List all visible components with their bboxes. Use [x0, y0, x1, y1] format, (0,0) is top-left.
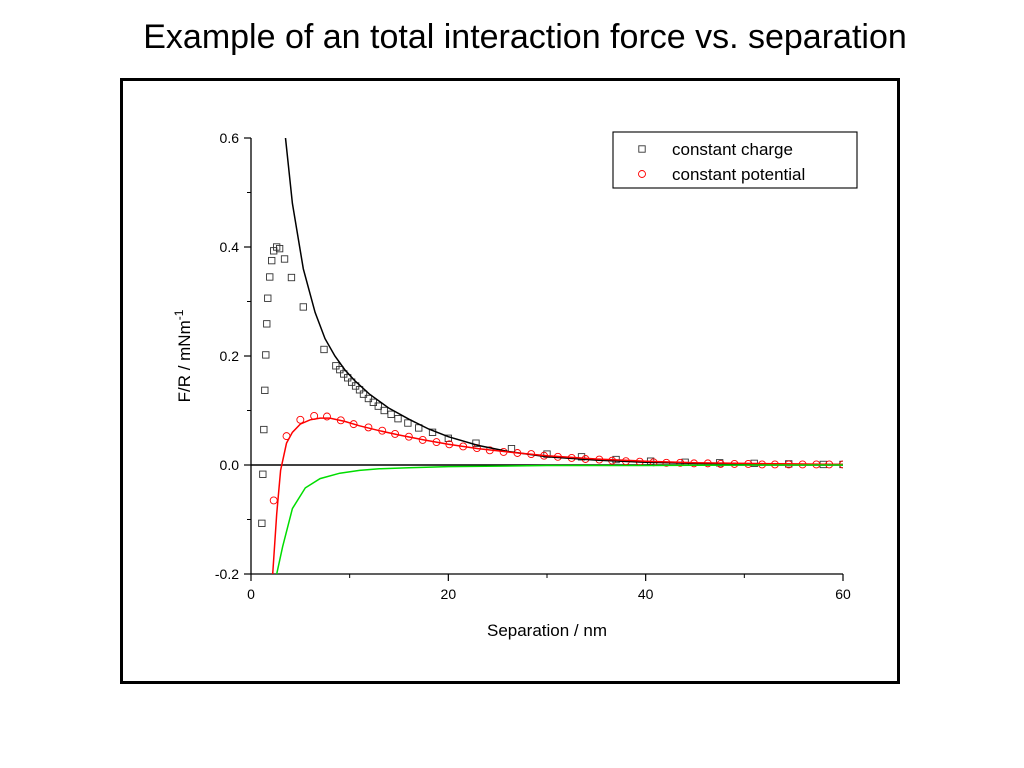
data-point-circle	[269, 496, 278, 505]
data-point-square	[259, 470, 267, 478]
y-tick-label: 0.6	[220, 130, 240, 146]
legend-box	[612, 131, 858, 189]
legend-square-marker	[638, 145, 646, 153]
data-point-circle	[296, 415, 305, 424]
data-point-square	[380, 406, 388, 415]
x-tick-label: 0	[247, 586, 255, 602]
series-line-3	[271, 417, 843, 574]
data-point-square	[280, 255, 289, 263]
chart-frame	[120, 78, 900, 684]
data-point-square	[264, 294, 272, 302]
data-point-square	[332, 362, 340, 370]
data-point-square	[364, 394, 373, 403]
x-tick-label: 60	[835, 586, 851, 602]
data-point-square	[266, 273, 274, 281]
legend: constant charge constant potential	[612, 131, 858, 189]
y-axis-label-superscript: -1	[172, 309, 186, 320]
data-point-square	[347, 378, 356, 386]
data-point-square	[351, 382, 360, 390]
legend-label: constant potential	[672, 165, 805, 184]
series-line-2	[284, 138, 843, 466]
data-point-square	[340, 370, 348, 378]
data-point-square	[258, 519, 266, 527]
data-point-square	[344, 374, 352, 382]
data-point-square	[261, 386, 269, 394]
plot-area	[258, 138, 843, 574]
y-tick-label: 0.4	[220, 239, 240, 255]
legend-circle-marker	[638, 170, 646, 178]
data-point-square	[268, 256, 276, 265]
y-tick-label: 0.0	[220, 457, 240, 473]
data-point-square	[394, 415, 402, 423]
data-point-square	[262, 351, 270, 359]
data-point-square	[336, 365, 344, 374]
data-point-square	[287, 273, 296, 282]
data-point-square	[369, 398, 377, 406]
y-tick-label: 0.2	[220, 348, 240, 364]
data-point-square	[299, 303, 307, 311]
y-axis-label: F/R / mNm-1	[172, 309, 194, 402]
slide-title: Example of an total interaction force vs…	[143, 18, 907, 56]
legend-label: constant charge	[672, 140, 793, 159]
series-line-4	[275, 464, 843, 574]
data-point-square	[320, 345, 328, 354]
x-tick-label: 20	[441, 586, 457, 602]
data-point-square	[275, 244, 284, 253]
x-axis-label: Separation / nm	[487, 621, 607, 640]
y-tick-label: -0.2	[215, 566, 239, 582]
data-point-square	[577, 453, 586, 461]
data-point-square	[404, 419, 412, 427]
data-point-circle	[349, 420, 358, 429]
data-point-circle	[323, 412, 331, 421]
x-tick-label: 40	[638, 586, 654, 602]
data-point-square	[355, 386, 364, 394]
axes: 0 20 40 60 -0.2 0.0 0.2 0.4 0.6 Separation / nm F/…	[172, 130, 851, 640]
data-point-square	[359, 390, 368, 398]
data-point-square	[263, 320, 271, 328]
data-point-square	[374, 402, 382, 410]
data-point-square	[260, 425, 268, 434]
data-point-square	[387, 410, 395, 418]
y-axis-label-main: F/R / mNm	[175, 320, 194, 402]
